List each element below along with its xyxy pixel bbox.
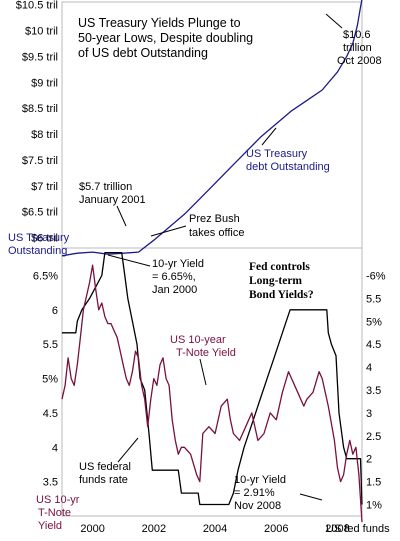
debt-y-tick-label: $7 tril [31,181,58,193]
bottom-panel-frame [61,247,363,517]
debt-y-axis-ticks: $10.5 tril $10 tril $9.5 tril $9 tril $8.5 t… [16,0,58,245]
fedfunds-right-axis-label: US fed funds [326,523,390,535]
annotation-6-65: 10-yr Yield = 6.65%, Jan 2000 [152,258,207,296]
annotation-2000-pointer [107,254,151,267]
debt-y-tick-label: $9 tril [31,77,58,89]
question-line-3: Bond Yields? [249,289,314,301]
debt-y-tick-label: $6 tril [31,233,58,245]
fed-question: Fed controls Long-term Bond Yields? [249,261,314,301]
debt-series-line [61,0,363,257]
chart-title: US Treasury Yields Plunge to 50-year Low… [78,16,257,60]
fedfunds-y-tick-label: 4 [366,362,372,374]
peak-line-2: trillion [343,42,372,54]
fed-funds-series-label: US federal funds rate [79,461,134,486]
title-line-2: 50-year Lows, Despite doubling [78,31,253,45]
annotation-peak-debt: $10.6 trillion Oct 2008 [337,29,382,67]
bush-line-2: takes office [189,227,244,239]
annotation-2-91: 10-yr Yield = 2.91% Nov 2008 [234,474,289,512]
title-line-3: of US debt Outstanding [78,46,208,60]
yield-series-pointer [199,358,207,386]
annotation-2008-line-3: Nov 2008 [234,500,281,512]
annotation-bush: Prez Bush takes office [189,213,244,239]
fedfunds-y-tick-label: 1% [366,500,382,512]
fedfunds-y-tick-label: 2.5 [366,431,381,443]
x-tick-label: 2000 [80,523,104,535]
peak-line-1: $10.6 [343,29,371,41]
annotation-2001-pointer [116,205,127,227]
debt-y-tick-label: $9.5 tril [22,51,58,63]
debt-axis-line-1: US Treasury [8,232,70,244]
peak-line-3: Oct 2008 [337,55,382,67]
debt-axis-line-2: Outstanding [8,245,67,257]
annotation-2000-line-3: Jan 2000 [152,284,197,296]
annotation-2001-line-2: January 2001 [79,194,146,206]
debt-y-tick-label: $6.5 tril [22,207,58,219]
yield-series-line-2: T-Note Yield [176,347,236,359]
debt-y-tick-label: $7.5 tril [22,155,58,167]
fedfunds-y-tick-label: -6% [366,270,386,282]
fedfunds-y-tick-label: 5% [366,316,382,328]
yield-y-axis-ticks: 6.5% 6 5.5 5% 4.5 4 3.5 [33,270,58,488]
fed-funds-series-line [62,251,363,506]
yield-axis-line-3: Yield [38,520,62,532]
annotation-2000-line-2: = 6.65%, [152,271,196,283]
annotation-2008-line-2: = 2.91% [234,487,275,499]
yield-y-tick-label: 3.5 [43,477,58,489]
x-axis-ticks: 2000 2002 2004 2006 2008 [80,523,349,535]
yield-y-tick-label: 4.5 [43,408,58,420]
debt-series-line-1: US Treasury [246,148,308,160]
bush-pointer [150,225,187,237]
debt-series-line-2: debt Outstanding [246,161,330,173]
fedfunds-y-axis-ticks: -6% 5.5 5% 4.5 4 3.5 3 2.5 2 1.5 1% [366,270,386,511]
fed-series-line-1: US federal [79,461,131,473]
fedfunds-y-tick-label: 3.5 [366,385,381,397]
annotation-2008-line-1: 10-yr Yield [234,474,286,486]
ten-year-yield-series-line [61,264,363,523]
yield-axis-line-2: T-Note [38,507,71,519]
fedfunds-y-tick-label: 1.5 [366,477,381,489]
yield-axis-line-1: US 10-yr [36,494,80,506]
x-tick-label: 2004 [203,523,227,535]
bush-line-1: Prez Bush [189,213,240,225]
annotation-5-7-trillion: $5.7 trillion January 2001 [79,181,146,206]
debt-left-axis-label: US Treasury Outstanding [8,232,72,257]
yield-series-line-1: US 10-year [170,334,226,346]
debt-y-tick-label: $8.5 tril [22,103,58,115]
series-lines [61,0,363,523]
debt-y-tick-label: $10 tril [25,25,58,37]
fedfunds-y-tick-label: 4.5 [366,339,381,351]
question-line-2: Long-term [249,275,302,287]
x-tick-label: 2006 [264,523,288,535]
debt-y-tick-label: $10.5 tril [16,0,58,12]
fedfunds-y-tick-label: 3 [366,408,372,420]
annotation-2000-line-1: 10-yr Yield [152,258,204,270]
yield-left-axis-label: US 10-yr T-Note Yield [36,494,82,532]
yield-y-tick-label: 6 [52,305,58,317]
question-line-1: Fed controls [249,261,310,273]
yield-y-tick-label: 5.5 [43,339,58,351]
x-tick-label: 2002 [142,523,166,535]
debt-series-label: US Treasury debt Outstanding [246,148,330,173]
x-tick-label: 2008 [325,523,349,535]
peak-pointer [325,13,343,29]
debt-series-pointer [261,127,277,146]
fedfunds-y-tick-label: 5.5 [366,293,381,305]
fed-series-line-2: funds rate [79,474,128,486]
fed-series-pointer [117,437,139,463]
debt-y-tick-label: $8 tril [31,129,58,141]
annotation-2008-pointer [299,493,323,501]
fedfunds-y-tick-label: 2 [366,454,372,466]
yield-y-tick-label: 5% [42,374,58,386]
annotation-2001-line-1: $5.7 trillion [79,181,132,193]
title-line-1: US Treasury Yields Plunge to [78,16,241,30]
yield-y-tick-label: 6.5% [33,270,58,282]
yield-y-tick-label: 4 [52,442,58,454]
yield-series-label: US 10-year T-Note Yield [170,334,236,359]
